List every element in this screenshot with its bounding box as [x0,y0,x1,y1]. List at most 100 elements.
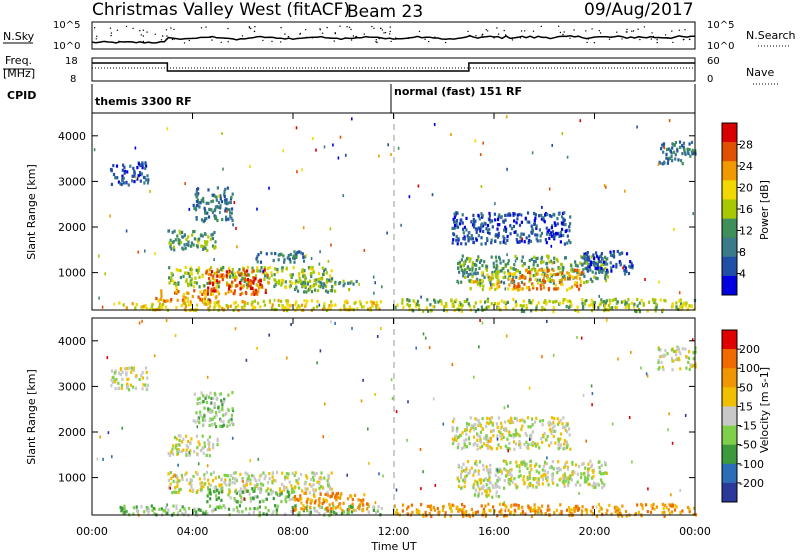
nsearch-point [142,35,144,37]
rti-cell [125,181,128,185]
rti-cell [335,498,338,502]
rti-cell [536,509,539,513]
rti-cell [210,233,213,237]
rti-cell [210,208,213,212]
rti-cell [196,194,199,198]
rti-cell [687,151,690,156]
rti-cell [591,484,594,488]
rti-cell [273,273,276,277]
colorbar-segment [722,199,737,219]
rti-cell [303,290,306,294]
rti-cell [597,257,600,261]
rti-cell [208,447,211,451]
rti-cell [230,211,233,215]
rti-cell [200,218,204,222]
rti-cell [202,485,205,489]
rti-cell [120,509,123,513]
rti-cell [529,506,532,511]
rti-cell [565,460,568,464]
rti-cell [650,504,653,508]
rti-cell [208,409,211,414]
rti-cell [146,506,149,510]
rti-cell [377,505,380,509]
nsearch-point [487,30,489,32]
rti-cell [612,250,615,254]
rti-cell [604,471,607,475]
rti-cell [636,503,639,507]
rti-cell [198,237,201,241]
rti-cell [532,286,535,290]
rti-cell [224,187,227,191]
rti-cell [167,485,170,489]
rti-cell [640,514,643,518]
rti-cell [298,497,301,501]
rti-cell [491,271,494,275]
rti-cell [499,445,502,449]
rti-cell [488,287,491,291]
rti-cell [596,263,599,267]
rti-cell [253,484,256,488]
rti-cell [208,482,211,486]
rti-cell [290,487,293,491]
rti-cell [313,473,316,477]
rti-cell [490,429,493,433]
rti-cell [229,211,232,215]
rti-cell [240,498,243,502]
rti-cell [602,300,605,304]
rti-cell [204,210,207,214]
rti-cell [420,295,422,299]
rti-cell [609,250,612,254]
rti-cell [167,229,170,233]
rti-cell [509,224,512,228]
nsearch-point [227,27,229,30]
rti-cell [576,284,579,288]
rti-cell [372,508,375,512]
rti-cell [482,224,485,228]
rti-cell [690,150,694,154]
rti-cell [230,474,233,478]
rti-cell [468,470,471,474]
rti-cell [676,149,679,153]
rti-cell [451,226,454,230]
nsearch-point [586,41,588,44]
rti-cell [543,273,546,277]
rti-cell [190,244,193,248]
rti-cell [172,452,175,456]
rti-cell [375,306,378,310]
rti-cell [516,213,519,217]
rti-cell [184,246,187,250]
rti-cell [212,479,215,483]
rti-cell [463,511,466,515]
rti-cell [485,443,488,448]
rti-cell [274,252,277,256]
nsearch-point [183,42,186,44]
rti-cell [623,272,627,276]
rti-cell [480,222,484,226]
rti-cell [535,304,538,308]
rti-cell [329,307,332,311]
rti-cell [201,274,204,279]
rti-cell [328,304,331,308]
rti-cell [502,266,505,271]
rti-cell [196,472,199,476]
rti-cell [305,253,307,257]
rti-cell [251,474,254,478]
rti-cell [504,420,507,424]
nsky-tick-top: 10^5 [53,20,80,31]
rti-cell [331,492,334,496]
rti-cell [538,214,541,218]
rti-cell [225,304,228,308]
rti-cell [216,443,219,447]
rti-cell [181,512,184,516]
rti-cell [502,240,505,244]
colorbar-segment [722,180,737,200]
rti-cell [553,429,556,433]
rti-cell [486,487,489,491]
rti-cell [330,320,332,324]
rti-cell [196,453,199,457]
rti-cell [590,302,593,306]
rti-cell [210,200,213,204]
rti-cell [263,266,266,270]
rti-cell [513,508,516,512]
